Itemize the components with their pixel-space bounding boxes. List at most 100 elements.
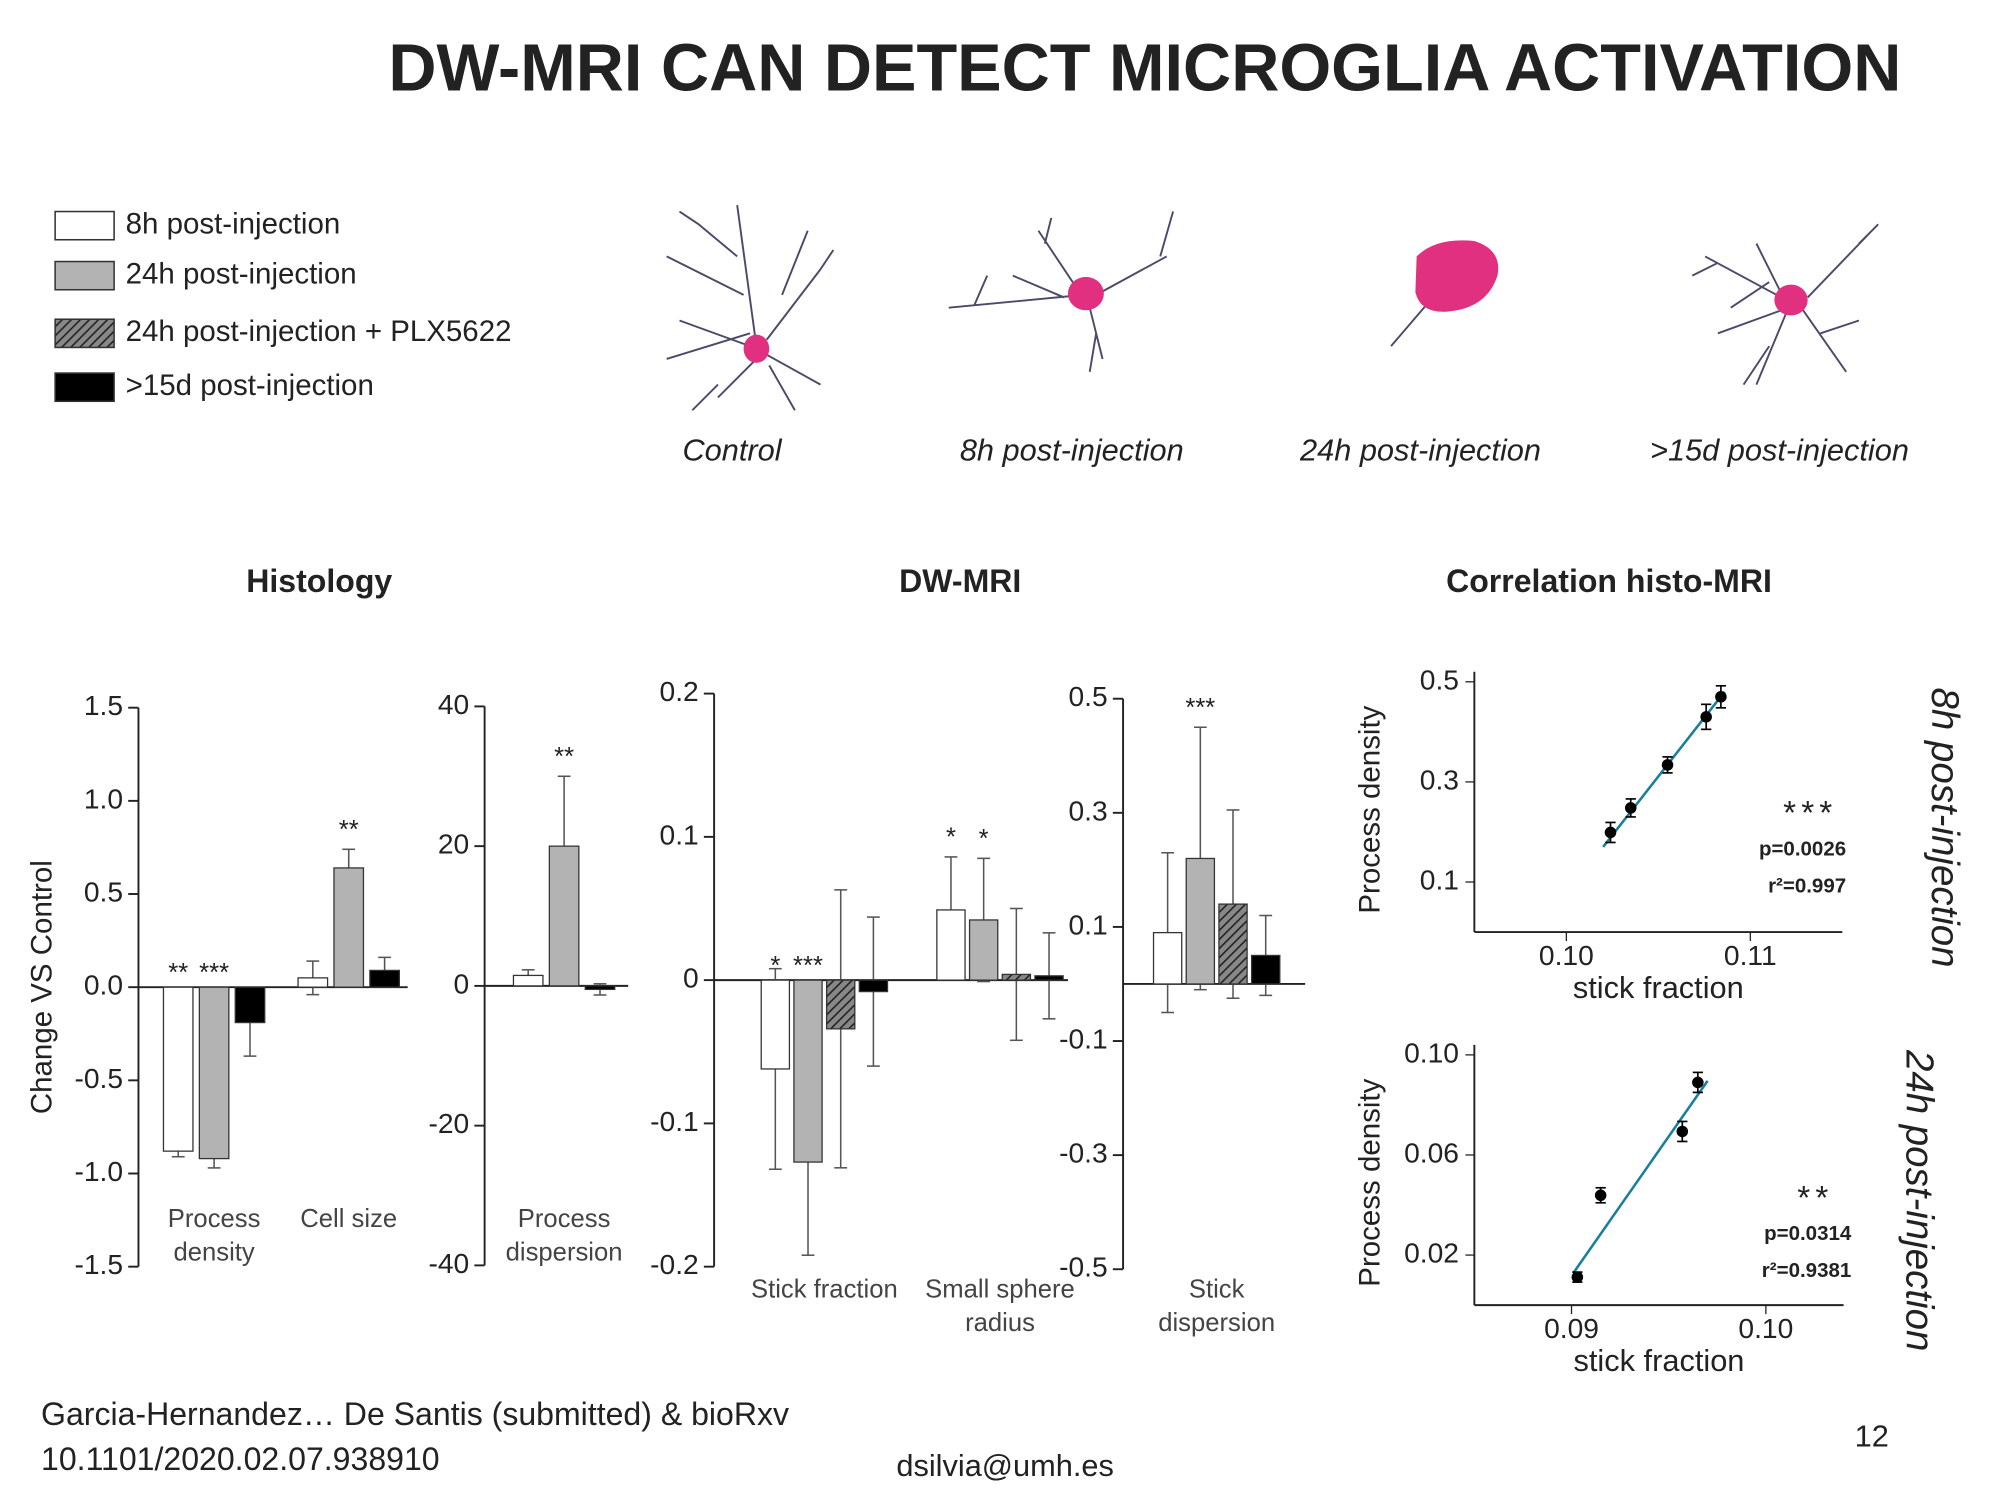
y-tick-label: -1.5 xyxy=(74,1248,123,1280)
significance: ** xyxy=(339,816,359,844)
cell-label: 24h post-injection xyxy=(1299,433,1541,468)
x-axis-label: stick fraction xyxy=(1573,970,1744,1005)
bar xyxy=(825,979,856,1030)
x-axis-label: stick fraction xyxy=(1574,1343,1745,1378)
y-tick-label: 1.5 xyxy=(84,689,123,721)
y-axis-label: Process density xyxy=(1354,705,1387,913)
point xyxy=(1604,826,1617,839)
y-tick-label: 0.2 xyxy=(660,675,699,707)
y-tick-label: -40 xyxy=(428,1247,469,1279)
significance: ** xyxy=(168,959,188,987)
category-label: Small sphere radius xyxy=(925,1276,1075,1338)
significance: * xyxy=(979,825,989,853)
significance: *** xyxy=(199,959,229,987)
y-tick-label: 1.0 xyxy=(84,782,123,814)
y-tick-label: 0.0 xyxy=(84,969,123,1001)
point xyxy=(1661,759,1674,771)
y-tick-label: 40 xyxy=(438,688,469,720)
legend-swatch xyxy=(54,318,115,349)
legend-label: 8h post-injection xyxy=(126,207,341,240)
legend-label: >15d post-injection xyxy=(126,369,374,402)
significance: * xyxy=(946,824,956,852)
y-tick-label: -20 xyxy=(428,1107,469,1139)
bar xyxy=(162,986,194,1152)
significance: *** xyxy=(1185,694,1215,722)
y-tick-label: -0.3 xyxy=(1059,1137,1108,1169)
y-tick-label: 0.1 xyxy=(660,818,699,850)
y-tick-label: 0.06 xyxy=(1404,1136,1459,1168)
x-tick-label: 0.10 xyxy=(1738,1312,1793,1344)
point xyxy=(1700,711,1712,723)
y-tick-label: 0.10 xyxy=(1404,1036,1459,1068)
y-tick-label: 0.5 xyxy=(84,875,123,907)
category-text: Process density xyxy=(167,1205,261,1267)
category-label: Stick fraction xyxy=(751,1276,898,1304)
r-squared: r²=0.997 xyxy=(1768,875,1846,898)
y-tick-label: 0 xyxy=(454,967,470,999)
y-tick-label: 0 xyxy=(683,962,699,994)
section-title: Histology xyxy=(246,563,392,599)
legend-swatch xyxy=(54,372,115,403)
y-tick-label: 0.5 xyxy=(1420,663,1459,695)
point xyxy=(1571,1271,1584,1283)
y-tick-label: -0.5 xyxy=(1059,1251,1108,1283)
x-tick-label: 0.11 xyxy=(1724,939,1777,971)
bar xyxy=(1034,975,1064,981)
legend-swatch xyxy=(54,260,115,291)
bar xyxy=(1001,973,1032,981)
legend-label: 24h post-injection + PLX5622 xyxy=(126,315,512,348)
email: dsilvia@umh.es xyxy=(896,1448,1114,1483)
y-tick-label: -1.0 xyxy=(74,1155,123,1187)
bar xyxy=(333,867,365,988)
cell-label: 8h post-injection xyxy=(960,433,1184,468)
point xyxy=(1715,691,1727,703)
fit-line xyxy=(1572,1080,1709,1274)
y-axis-label: Process density xyxy=(1354,1078,1387,1286)
y-tick-label: 0.1 xyxy=(1069,908,1108,940)
y-tick-label: -0.5 xyxy=(74,1062,123,1094)
point xyxy=(1624,802,1637,814)
category-text: Cell size xyxy=(300,1205,398,1234)
bar xyxy=(198,986,230,1160)
y-tick-label: 0.02 xyxy=(1404,1237,1459,1269)
bar xyxy=(968,919,999,981)
bar xyxy=(1185,857,1216,985)
significance: *** xyxy=(1783,795,1837,832)
section-title: DW-MRI xyxy=(899,563,1021,599)
bar xyxy=(297,977,329,988)
x-tick-label: 0.09 xyxy=(1544,1312,1599,1344)
p-value: p=0.0314 xyxy=(1764,1222,1852,1245)
y-tick-label: -0.2 xyxy=(650,1248,699,1280)
category-label: Process dispersion xyxy=(505,1205,623,1267)
cell-somas xyxy=(743,240,1808,363)
bar xyxy=(936,909,966,981)
bar xyxy=(760,979,791,1070)
citation: 10.1101/2020.02.07.938910 xyxy=(41,1441,440,1477)
bar xyxy=(793,979,823,1163)
citation: Garcia-Hernandez… De Santis (submitted) … xyxy=(41,1396,789,1432)
r-squared: r²=0.9381 xyxy=(1762,1259,1851,1282)
bar xyxy=(234,986,266,1024)
category-label: Cell size xyxy=(300,1205,398,1234)
slide-title: DW-MRI CAN DETECT MICROGLIA ACTIVATION xyxy=(388,32,1901,106)
point xyxy=(1692,1076,1704,1089)
cell-label: Control xyxy=(682,433,782,468)
y-axis-label: Change VS Control xyxy=(25,860,58,1114)
page-number: 12 xyxy=(1855,1419,1889,1454)
y-tick-label: 20 xyxy=(438,828,469,860)
x-tick-label: 0.10 xyxy=(1539,939,1594,971)
category-text: Process dispersion xyxy=(505,1205,623,1267)
p-value: p=0.0026 xyxy=(1759,837,1846,860)
y-tick-label: 0.3 xyxy=(1069,794,1108,826)
bar xyxy=(584,985,616,991)
y-tick-label: 0.1 xyxy=(1420,863,1459,895)
category-label: Stick dispersion xyxy=(1158,1275,1276,1338)
category-text: Stick dispersion xyxy=(1158,1275,1276,1338)
significance: *** xyxy=(793,952,823,980)
legend-label: 24h post-injection xyxy=(126,257,357,290)
legend-swatch xyxy=(54,210,115,241)
significance: ** xyxy=(1797,1180,1833,1217)
bar xyxy=(548,845,580,987)
